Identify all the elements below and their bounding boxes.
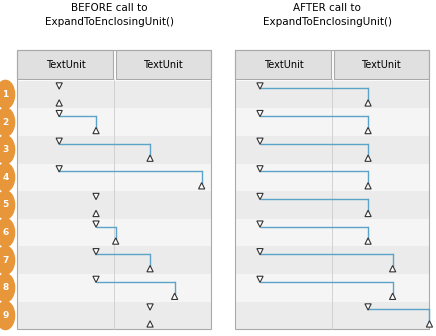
Polygon shape [389, 293, 396, 299]
Circle shape [0, 246, 15, 274]
Bar [17, 246, 211, 274]
Polygon shape [56, 100, 62, 106]
Polygon shape [147, 265, 153, 272]
Bar [17, 164, 211, 191]
Polygon shape [93, 127, 99, 134]
Polygon shape [56, 83, 62, 89]
FancyBboxPatch shape [334, 50, 429, 79]
Bar [235, 246, 429, 274]
Polygon shape [93, 193, 99, 200]
Bar [235, 164, 429, 191]
Polygon shape [365, 127, 371, 134]
Text: TextUnit: TextUnit [46, 60, 86, 70]
Polygon shape [257, 138, 263, 144]
Polygon shape [56, 111, 62, 117]
Polygon shape [365, 183, 371, 189]
Polygon shape [93, 221, 99, 227]
Bar [17, 274, 211, 302]
Circle shape [0, 301, 15, 330]
Polygon shape [147, 304, 153, 310]
Polygon shape [147, 155, 153, 161]
Polygon shape [257, 83, 263, 89]
Text: 7: 7 [2, 256, 9, 265]
Text: 5: 5 [2, 201, 9, 209]
Bar [17, 81, 211, 108]
Polygon shape [365, 238, 371, 244]
Text: TextUnit: TextUnit [361, 60, 401, 70]
Bar [235, 219, 429, 246]
Polygon shape [257, 166, 263, 172]
Text: 2: 2 [2, 118, 9, 127]
Polygon shape [112, 238, 119, 244]
Text: 4: 4 [2, 173, 9, 182]
Bar [235, 136, 429, 164]
Text: 8: 8 [2, 283, 9, 292]
Circle shape [0, 274, 15, 302]
Circle shape [0, 108, 15, 136]
Polygon shape [257, 249, 263, 255]
Polygon shape [198, 183, 205, 189]
Circle shape [0, 80, 15, 109]
Bar [17, 191, 211, 219]
Polygon shape [389, 265, 396, 272]
Text: TextUnit: TextUnit [264, 60, 304, 70]
Bar [235, 191, 429, 219]
Text: 6: 6 [2, 228, 9, 237]
Text: 9: 9 [2, 311, 9, 320]
Circle shape [0, 136, 15, 164]
Polygon shape [93, 276, 99, 283]
Bar [235, 108, 429, 136]
FancyBboxPatch shape [17, 50, 113, 79]
Text: AFTER call to
ExpandToEnclosingUnit(): AFTER call to ExpandToEnclosingUnit() [262, 3, 392, 27]
Circle shape [0, 191, 15, 219]
Polygon shape [56, 138, 62, 144]
Polygon shape [147, 321, 153, 327]
FancyBboxPatch shape [116, 50, 211, 79]
Bar [17, 136, 211, 164]
Bar [235, 81, 429, 108]
Polygon shape [257, 276, 263, 283]
Circle shape [0, 163, 15, 192]
Polygon shape [365, 210, 371, 217]
FancyBboxPatch shape [235, 50, 331, 79]
Bar [235, 274, 429, 302]
Polygon shape [365, 100, 371, 106]
Circle shape [0, 218, 15, 247]
Polygon shape [93, 249, 99, 255]
Polygon shape [56, 166, 62, 172]
Polygon shape [257, 111, 263, 117]
Bar [17, 302, 211, 329]
Polygon shape [257, 193, 263, 200]
Polygon shape [365, 155, 371, 161]
Polygon shape [426, 321, 433, 327]
Polygon shape [257, 221, 263, 227]
Polygon shape [365, 304, 371, 310]
Bar [235, 302, 429, 329]
Polygon shape [93, 210, 99, 217]
Text: BEFORE call to
ExpandToEnclosingUnit(): BEFORE call to ExpandToEnclosingUnit() [44, 3, 174, 27]
Polygon shape [171, 293, 178, 299]
Text: 3: 3 [2, 145, 9, 154]
Bar [17, 219, 211, 246]
Text: TextUnit: TextUnit [143, 60, 183, 70]
Text: 1: 1 [2, 90, 9, 99]
Bar [17, 108, 211, 136]
